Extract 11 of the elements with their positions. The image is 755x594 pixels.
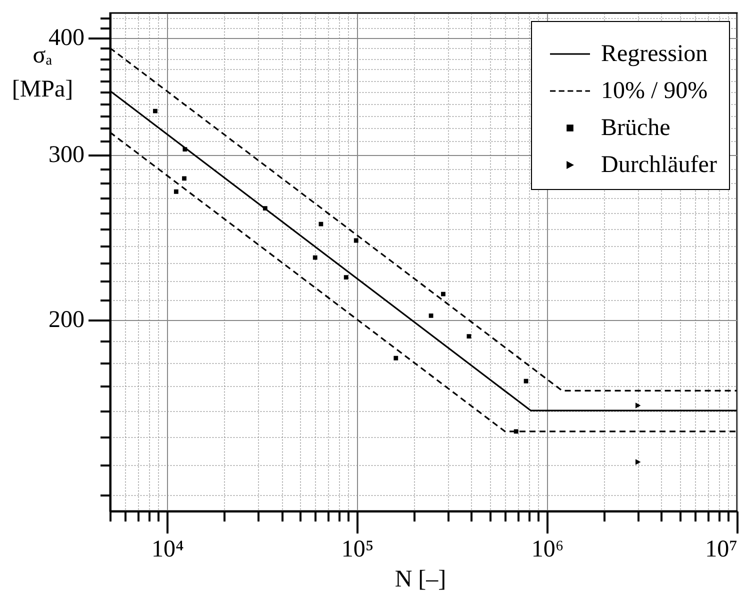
y-tick-label: 300 — [48, 142, 84, 168]
x-tick-label: 10⁵ — [341, 536, 374, 562]
legend-label: 10% / 90% — [601, 78, 708, 104]
legend-label: Brüche — [601, 115, 670, 141]
legend-label: Durchläufer — [601, 152, 717, 178]
y-tick-label: 200 — [48, 307, 84, 334]
x-axis-title: N [–] — [394, 566, 446, 592]
x-tick-label: 10⁶ — [531, 536, 564, 562]
legend-label: Regression — [601, 41, 708, 67]
x-tick-label: 10⁷ — [705, 536, 738, 562]
x-tick-label: 10⁴ — [151, 536, 184, 562]
